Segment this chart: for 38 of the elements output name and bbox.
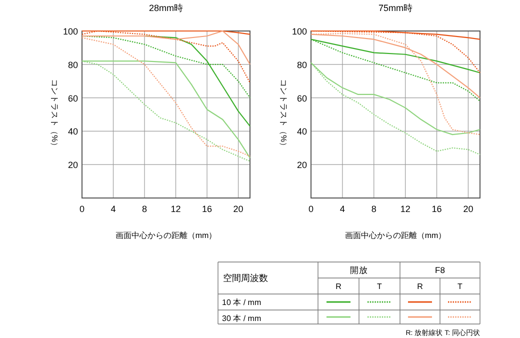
y-tick-label: 20 [68, 160, 78, 170]
x-tick-label: 8 [142, 204, 148, 214]
text: T [458, 282, 463, 291]
text: R [336, 282, 342, 291]
text: F8 [435, 265, 446, 275]
y-tick-label: 40 [296, 126, 307, 137]
y-tick-label: 60 [296, 93, 307, 104]
chart-title: 28mm時 [148, 3, 184, 13]
text: 10 本 / mm [222, 298, 262, 307]
x-axis-title: 画面中心からの距離（mm） [344, 231, 446, 240]
text: 開放 [350, 265, 368, 275]
x-tick-label: 16 [202, 204, 212, 214]
x-tick-label: 12 [170, 204, 181, 214]
x-tick-label: 20 [233, 204, 244, 214]
x-tick-label: 12 [400, 204, 410, 214]
y-tick-label: 100 [292, 26, 307, 36]
y-tick-label: 80 [296, 60, 307, 70]
text: 30 本 / mm [222, 314, 262, 323]
chart-title: 75mm時 [378, 3, 413, 13]
y-tick-label: 60 [68, 93, 78, 104]
y-tick-label: 40 [68, 126, 78, 137]
line-series [81, 30, 251, 84]
y-tick-label: 80 [68, 60, 78, 70]
x-tick-label: 16 [432, 204, 442, 214]
text: T [377, 282, 382, 291]
x-tick-label: 20 [463, 204, 474, 214]
text: R [417, 282, 424, 291]
x-tick-label: 4 [110, 204, 116, 214]
y-tick-label: 20 [296, 160, 307, 170]
y-tick-label: 100 [62, 26, 78, 36]
x-tick-label: 0 [79, 204, 85, 214]
x-tick-label: 0 [308, 204, 314, 214]
y-axis-title: コントラスト（%） [279, 78, 288, 150]
y-axis-title: コントラスト（%） [50, 78, 59, 150]
x-tick-label: 4 [340, 204, 345, 214]
x-axis-title: 画面中心からの距離（mm） [115, 231, 217, 240]
text: 空間周波数 [223, 273, 268, 283]
x-tick-label: 8 [371, 204, 376, 214]
